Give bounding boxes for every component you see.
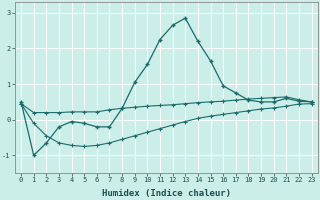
X-axis label: Humidex (Indice chaleur): Humidex (Indice chaleur) (102, 189, 231, 198)
